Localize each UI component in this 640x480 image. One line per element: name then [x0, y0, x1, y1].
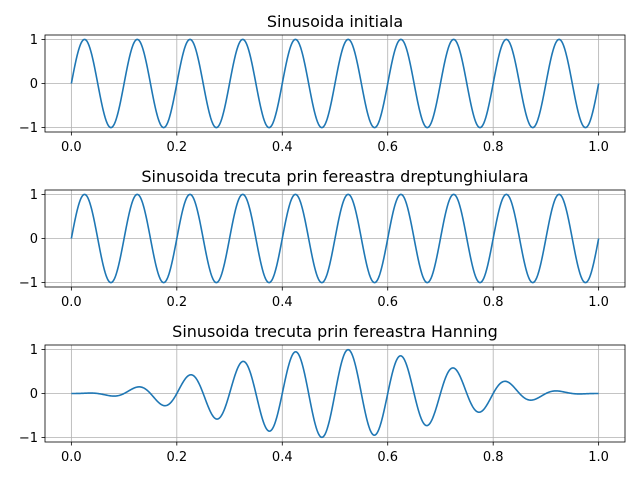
y-tick-label: 0	[30, 77, 38, 92]
x-tick-label: 0.8	[483, 140, 504, 155]
x-tick-label: 0.2	[166, 295, 187, 310]
x-tick-label: 0.6	[377, 140, 398, 155]
series-line	[71, 348, 599, 439]
x-tick-label: 0.0	[61, 450, 82, 465]
y-tick-label: 1	[30, 188, 38, 203]
subplot-3: Sinusoida trecuta prin fereastra Hanning…	[19, 322, 626, 465]
x-tick-label: 1.0	[588, 295, 609, 310]
x-tick-label: 0.6	[377, 295, 398, 310]
y-tick-label: 1	[30, 33, 38, 48]
series-line	[70, 38, 600, 129]
x-tick-label: 1.0	[588, 140, 609, 155]
y-tick-label: 0	[30, 387, 38, 402]
x-tick-label: 0.8	[483, 450, 504, 465]
x-tick-label: 0.0	[61, 140, 82, 155]
x-tick-label: 0.2	[166, 450, 187, 465]
y-tick-label: −1	[19, 431, 38, 446]
x-tick-label: 0.6	[377, 450, 398, 465]
subplot-2: Sinusoida trecuta prin fereastra dreptun…	[19, 167, 626, 310]
y-tick-label: 0	[30, 232, 38, 247]
x-tick-label: 0.0	[61, 295, 82, 310]
y-tick-label: −1	[19, 276, 38, 291]
y-tick-label: 1	[30, 343, 38, 358]
x-tick-label: 1.0	[588, 450, 609, 465]
x-tick-label: 0.8	[483, 295, 504, 310]
subplot-title: Sinusoida trecuta prin fereastra Hanning	[172, 322, 498, 341]
x-tick-label: 0.2	[166, 140, 187, 155]
x-tick-label: 0.4	[272, 295, 293, 310]
x-tick-label: 0.4	[272, 450, 293, 465]
y-tick-label: −1	[19, 121, 38, 136]
subplot-title: Sinusoida initiala	[267, 12, 403, 31]
series-line	[70, 193, 600, 284]
x-tick-label: 0.4	[272, 140, 293, 155]
subplot-1: Sinusoida initiala 0.0 0.2 0.4 0.6 0.8 1.0 −1 0 1	[19, 12, 626, 155]
subplot-title: Sinusoida trecuta prin fereastra dreptun…	[141, 167, 528, 186]
